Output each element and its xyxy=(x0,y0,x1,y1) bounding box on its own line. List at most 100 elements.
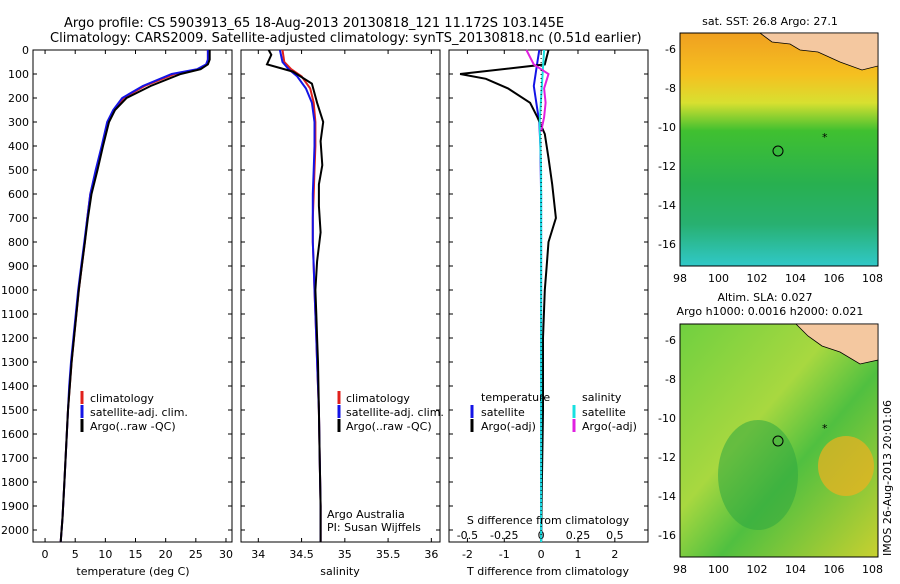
x-tick-label: 25 xyxy=(189,548,203,561)
series-line-0-2 xyxy=(59,50,211,543)
depth-tick-label: 100 xyxy=(8,68,29,81)
series-line-2-1 xyxy=(459,49,557,543)
credit-pi: PI: Susan Wijffels xyxy=(327,521,421,534)
depth-tick-label: 1100 xyxy=(1,308,29,321)
x-tick-label: 0.5 xyxy=(606,529,624,542)
x-tick-label: 35.5 xyxy=(376,548,401,561)
map-y-tick-label: -10 xyxy=(658,412,676,425)
sst-island-marker: * xyxy=(822,131,828,144)
depth-tick-label: 700 xyxy=(8,212,29,225)
salinity-xlabel: salinity xyxy=(320,565,360,578)
sst-land-java xyxy=(758,32,879,71)
sst-argo-position-marker xyxy=(772,145,784,157)
x-tick-label: 34 xyxy=(251,548,265,561)
map-y-tick-label: -16 xyxy=(658,529,676,542)
temperature-axes xyxy=(32,49,233,543)
sla-argo-position-marker xyxy=(772,435,784,447)
map-x-tick-label: 104 xyxy=(785,563,806,576)
map-y-tick-label: -6 xyxy=(665,334,676,347)
difference-axes xyxy=(448,49,649,543)
depth-tick-label: 1900 xyxy=(1,500,29,513)
sla-map-title-2: Argo h1000: 0.0016 h2000: 0.021 xyxy=(677,305,864,318)
header-line-1: Argo profile: CS 5903913_65 18-Aug-2013 … xyxy=(64,16,564,31)
depth-tick-label: 900 xyxy=(8,260,29,273)
depth-tick-label: 1700 xyxy=(1,452,29,465)
imos-timestamp: IMOS 26-Aug-2013 20:01:06 xyxy=(881,400,894,556)
profile-curves xyxy=(59,49,557,543)
map-x-tick-label: 106 xyxy=(824,563,845,576)
header-line-2: Climatology: CARS2009. Satellite-adjuste… xyxy=(50,31,642,46)
legend-label-t-argo: Argo(-adj) xyxy=(481,420,536,433)
sla-land-java xyxy=(795,323,879,365)
x-tick-label: 34.5 xyxy=(289,548,314,561)
sla-map-title-1: Altim. SLA: 0.027 xyxy=(717,291,812,304)
legend-label-s-satellite: satellite xyxy=(582,406,626,419)
legend-label-t-satellite: satellite xyxy=(481,406,525,419)
series-line-3-1 xyxy=(525,49,550,132)
x-tick-label: 36 xyxy=(424,548,438,561)
map-x-tick-label: 100 xyxy=(708,563,729,576)
map-x-tick-label: 102 xyxy=(747,563,768,576)
map-y-tick-label: -14 xyxy=(658,490,676,503)
x-tick-labels: 0 5 10 15 20 25 30 34 34.5 35 35.5 36 -2 -1 0 1 2 -0.5 -0.… xyxy=(42,529,624,561)
depth-tick-label: 400 xyxy=(8,140,29,153)
depth-tick-label: 800 xyxy=(8,236,29,249)
sst-map: * xyxy=(679,32,879,267)
x-tick-label: -1 xyxy=(499,548,510,561)
map-x-tick-label: 100 xyxy=(708,272,729,285)
x-tick-label: 20 xyxy=(159,548,173,561)
depth-tick-label: 1600 xyxy=(1,428,29,441)
salinity-legend: climatology satellite-adj. clim. Argo(..… xyxy=(327,391,444,534)
x-tick-label: -2 xyxy=(462,548,473,561)
series-line-1-1 xyxy=(278,49,322,542)
difference-xlabel: T difference from climatology xyxy=(466,565,629,578)
map-tick-labels: 98 100 102 104 106 108 -6 -8 -10 -12 -14 -16 98 100 10… xyxy=(658,43,883,576)
map-x-tick-label: 104 xyxy=(785,272,806,285)
x-tick-label: 2 xyxy=(611,548,618,561)
depth-tick-label: 1400 xyxy=(1,380,29,393)
x-tick-label: -0.5 xyxy=(457,529,478,542)
series-line-0-0 xyxy=(59,50,209,543)
credit-institution: Argo Australia xyxy=(327,508,405,521)
sla-low-anomaly xyxy=(718,420,798,530)
legend-label-argo: Argo(..raw -QC) xyxy=(90,420,176,433)
legend-label-satellite: satellite-adj. clim. xyxy=(90,406,188,419)
map-x-tick-label: 108 xyxy=(862,272,883,285)
sst-field xyxy=(679,32,879,267)
x-tick-label: 5 xyxy=(72,548,79,561)
map-x-tick-label: 98 xyxy=(673,272,687,285)
series-line-0-1 xyxy=(59,50,209,543)
map-y-tick-label: -16 xyxy=(658,238,676,251)
sla-high-anomaly xyxy=(818,436,874,496)
depth-tick-label: 600 xyxy=(8,188,29,201)
depth-tick-label: 2000 xyxy=(1,524,29,537)
sst-map-title: sat. SST: 26.8 Argo: 27.1 xyxy=(702,15,838,28)
depth-tick-label: 200 xyxy=(8,92,29,105)
sla-island-marker: * xyxy=(822,422,828,435)
map-y-tick-label: -6 xyxy=(665,43,676,56)
legend-label-s-argo: Argo(-adj) xyxy=(582,420,637,433)
map-y-tick-label: -8 xyxy=(665,82,676,95)
s-difference-label: S difference from climatology xyxy=(467,514,630,527)
depth-tick-label: 1500 xyxy=(1,404,29,417)
map-y-tick-label: -12 xyxy=(658,160,676,173)
depth-tick-label: 1300 xyxy=(1,356,29,369)
legend-label-climatology: climatology xyxy=(346,392,410,405)
legend-label-climatology: climatology xyxy=(90,392,154,405)
map-x-tick-label: 98 xyxy=(673,563,687,576)
x-tick-label: 35 xyxy=(338,548,352,561)
map-y-tick-label: -10 xyxy=(658,121,676,134)
x-tick-label: 0 xyxy=(42,548,49,561)
sla-map: * xyxy=(679,323,879,558)
legend-label-argo: Argo(..raw -QC) xyxy=(346,420,432,433)
depth-tick-label: 0 xyxy=(22,44,29,57)
map-y-tick-label: -14 xyxy=(658,199,676,212)
depth-tick-label: 1200 xyxy=(1,332,29,345)
map-x-tick-label: 102 xyxy=(747,272,768,285)
temperature-xlabel: temperature (deg C) xyxy=(76,565,189,578)
depth-tick-labels: 0 100 200 300 400 500 600 700 800 900 1000 1100 1200… xyxy=(1,44,29,537)
series-line-1-2 xyxy=(265,49,325,542)
axis-ticks xyxy=(33,49,648,542)
salinity-axes xyxy=(240,49,441,543)
